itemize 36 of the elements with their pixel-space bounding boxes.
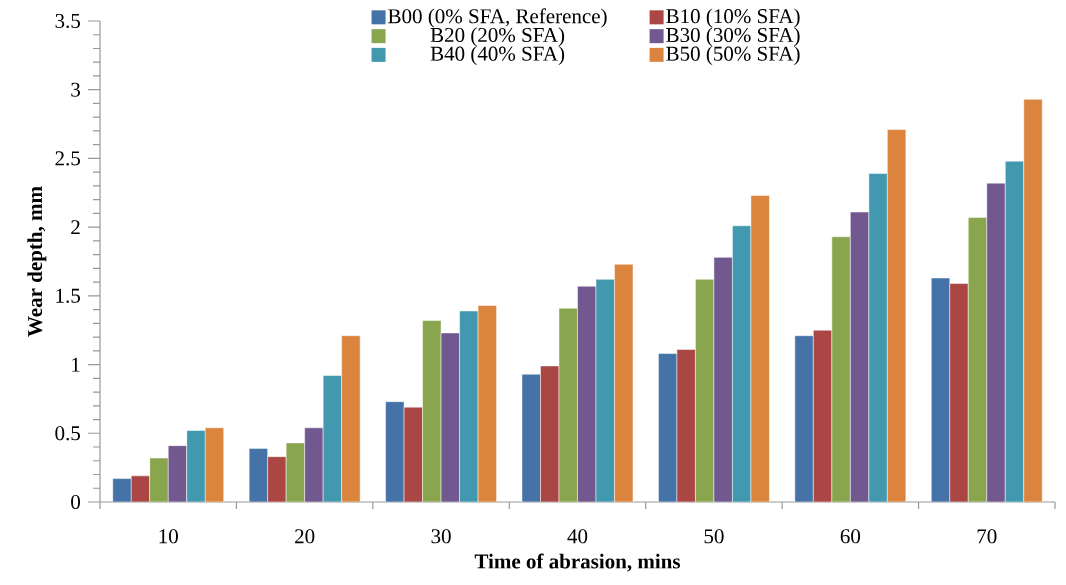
bar (186, 430, 206, 502)
bar (831, 236, 851, 502)
bar (558, 307, 578, 502)
y-tick-label: 3.5 (55, 13, 80, 29)
bar (695, 279, 715, 502)
x-tick-label: 30 (431, 529, 451, 544)
y-tick-label: 3 (71, 82, 80, 97)
bar (459, 310, 479, 502)
y-tick-label: 0 (71, 494, 81, 510)
bar (732, 225, 752, 502)
legend-label: B40 (40% SFA) (430, 46, 565, 66)
legend-label: B10 (10% SFA) (666, 8, 800, 28)
legend-label: B20 (20% SFA) (430, 27, 565, 47)
x-tick-label: 60 (840, 529, 861, 544)
y-tick-label: 1 (72, 357, 80, 372)
x-tick-label: 10 (159, 529, 178, 544)
legend-label: B30 (30% SFA) (666, 27, 800, 47)
y-tick-label: 2 (71, 220, 80, 235)
y-tick-label: 2.5 (55, 151, 80, 166)
legend-label: B00 (0% SFA, Reference) (388, 8, 607, 28)
bar (422, 320, 442, 502)
x-tick-label: 40 (567, 529, 588, 544)
x-tick-label: 50 (704, 529, 724, 544)
legend-label: B50 (50% SFA) (666, 46, 800, 66)
x-tick-label: 70 (977, 529, 997, 544)
bar (149, 457, 169, 502)
x-axis-title: Time of abrasion, mins (474, 553, 681, 572)
x-tick-label: 20 (295, 529, 315, 544)
bar (595, 279, 615, 502)
bar (1005, 160, 1025, 502)
y-tick-label: 1.5 (56, 288, 80, 303)
y-axis-title: Wear depth, mm (27, 186, 47, 337)
y-tick-label: 0.5 (55, 426, 80, 441)
bar (868, 173, 888, 502)
bar (322, 375, 342, 502)
bar (968, 217, 988, 502)
